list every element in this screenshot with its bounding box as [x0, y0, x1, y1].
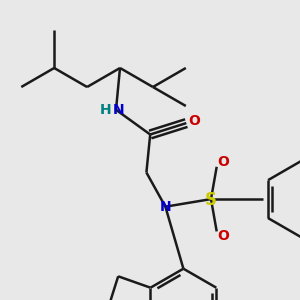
Text: O: O	[217, 230, 229, 243]
Text: N: N	[160, 200, 171, 214]
Text: H: H	[100, 103, 112, 117]
Text: O: O	[188, 114, 200, 128]
Text: O: O	[217, 155, 229, 169]
Text: N: N	[113, 103, 125, 117]
Text: S: S	[205, 191, 217, 209]
